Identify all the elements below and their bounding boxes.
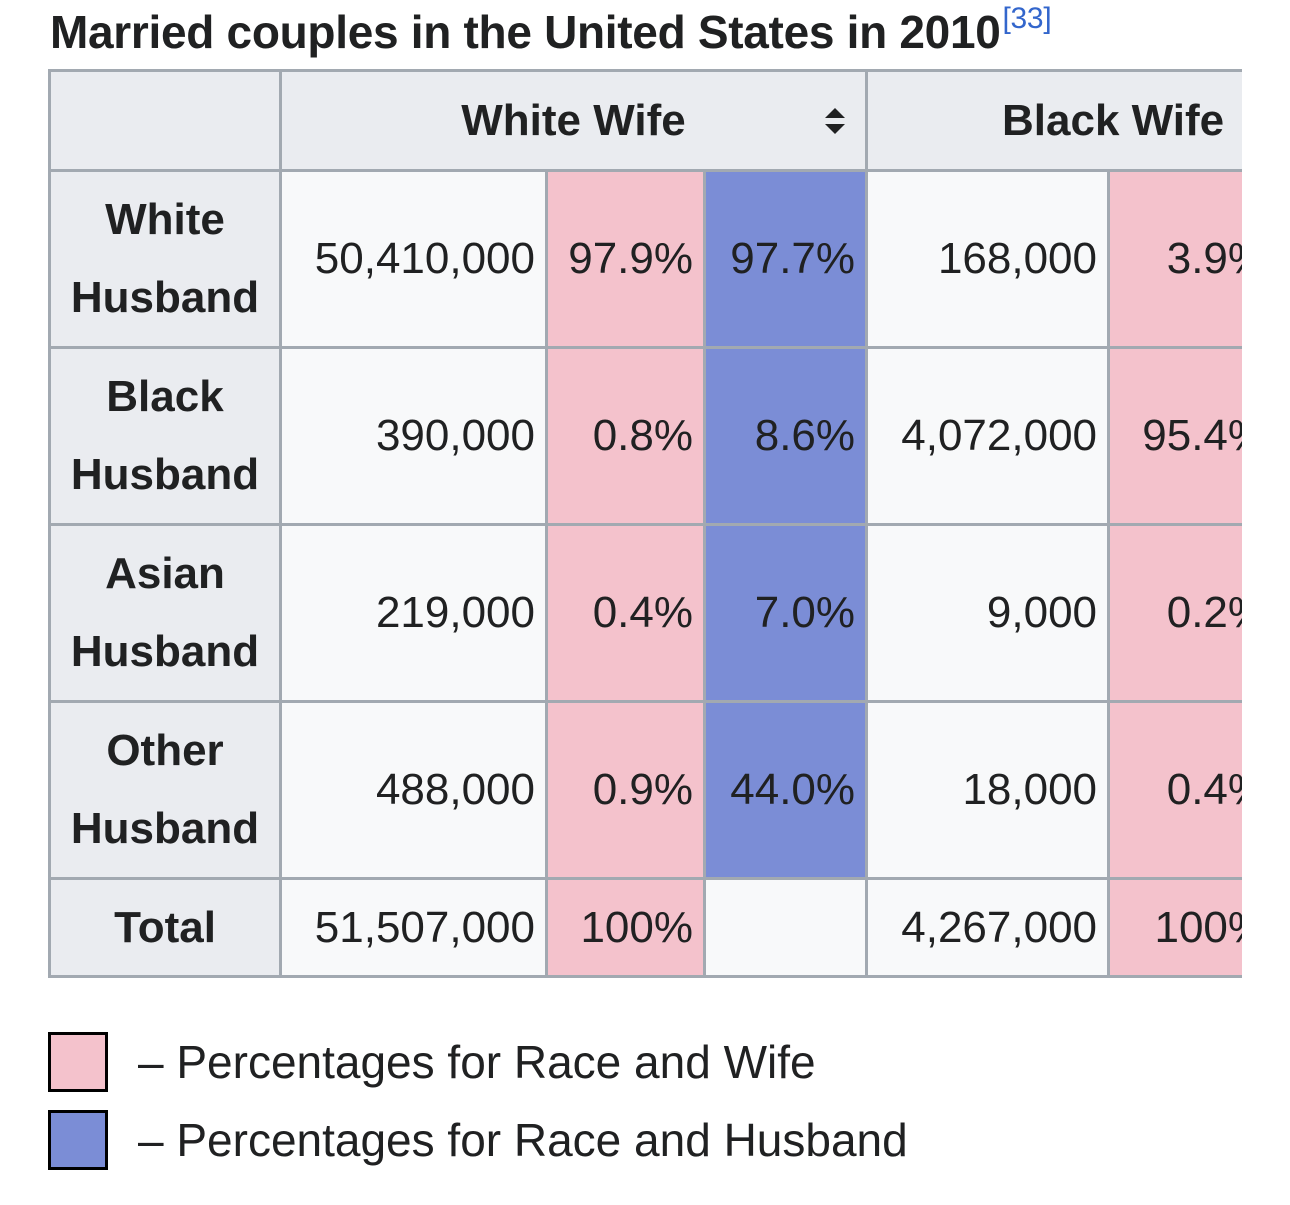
legend-label: – Percentages for Race and Husband: [138, 1114, 908, 1166]
count-cell: 9,000: [865, 523, 1111, 703]
legend-swatch-pink: [48, 1032, 108, 1092]
table-viewport[interactable]: White Wife Black Wife White Husband 50,4…: [48, 69, 1242, 979]
table-title: Married couples in the United States in …: [50, 6, 1001, 58]
count-cell: 390,000: [279, 346, 548, 526]
pct-wife-cell: 0.9%: [545, 700, 706, 880]
married-couples-table: White Wife Black Wife White Husband 50,4…: [48, 69, 1242, 978]
count-cell: 18,000: [865, 700, 1111, 880]
table-row: Black Husband 390,000 0.8% 8.6% 4,072,00…: [48, 346, 1242, 526]
count-cell: 50,410,000: [279, 169, 548, 349]
row-header-other-husband: Other Husband: [48, 700, 282, 880]
pct-wife-cell: 0.2%: [1107, 523, 1242, 703]
legend-label: – Percentages for Race and Wife: [138, 1036, 816, 1088]
column-header-black-wife[interactable]: Black Wife: [865, 69, 1242, 172]
row-header-white-husband: White Husband: [48, 169, 282, 349]
column-header-label: Black Wife: [1002, 95, 1225, 145]
pct-wife-cell: 0.4%: [545, 523, 706, 703]
reference-link[interactable]: [33]: [1002, 2, 1052, 35]
column-header-label: White Wife: [461, 95, 686, 145]
pct-husband-cell: 44.0%: [702, 700, 869, 880]
pct-wife-cell: 95.4%: [1107, 346, 1242, 526]
row-header-asian-husband: Asian Husband: [48, 523, 282, 703]
pct-wife-cell: 97.9%: [545, 169, 706, 349]
count-cell: 51,507,000: [279, 877, 548, 978]
row-header-total: Total: [48, 877, 282, 978]
header-row: White Wife Black Wife: [48, 69, 1242, 172]
corner-header: [48, 69, 282, 172]
column-header-white-wife[interactable]: White Wife: [278, 69, 869, 172]
sort-icon[interactable]: [823, 106, 847, 136]
legend-swatch-blue: [48, 1110, 108, 1170]
table-row: White Husband 50,410,000 97.9% 97.7% 168…: [48, 169, 1242, 349]
pct-wife-cell: 100%: [1107, 877, 1242, 978]
pct-husband-cell: 8.6%: [702, 346, 869, 526]
pct-wife-cell: 0.4%: [1107, 700, 1242, 880]
count-cell: 488,000: [279, 700, 548, 880]
legend-item-husband: – Percentages for Race and Husband: [48, 1108, 908, 1172]
table-row: Asian Husband 219,000 0.4% 7.0% 9,000 0.…: [48, 523, 1242, 703]
table-row: Other Husband 488,000 0.9% 44.0% 18,000 …: [48, 700, 1242, 880]
empty-cell: [702, 877, 869, 978]
count-cell: 4,267,000: [865, 877, 1111, 978]
legend-item-wife: – Percentages for Race and Wife: [48, 1030, 816, 1094]
count-cell: 168,000: [865, 169, 1111, 349]
pct-wife-cell: 100%: [545, 877, 706, 978]
pct-wife-cell: 3.9%: [1107, 169, 1242, 349]
pct-husband-cell: 7.0%: [702, 523, 869, 703]
pct-husband-cell: 97.7%: [702, 169, 869, 349]
total-row: Total 51,507,000 100% 4,267,000 100%: [48, 877, 1242, 978]
pct-wife-cell: 0.8%: [545, 346, 706, 526]
count-cell: 4,072,000: [865, 346, 1111, 526]
count-cell: 219,000: [279, 523, 548, 703]
table-caption: Married couples in the United States in …: [50, 0, 1052, 64]
row-header-black-husband: Black Husband: [48, 346, 282, 526]
